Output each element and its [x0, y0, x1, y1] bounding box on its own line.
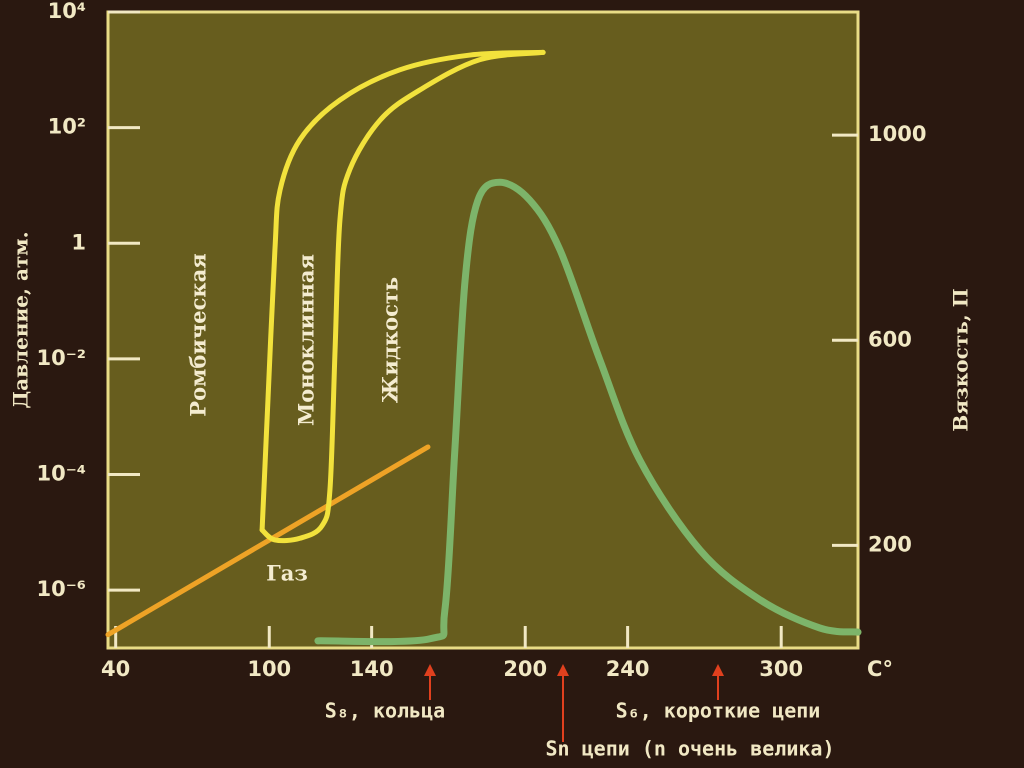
y-tick-label: 10⁻⁶ — [36, 577, 86, 601]
annotation: S₆, короткие цепи — [616, 699, 821, 723]
x-unit: C° — [867, 657, 893, 681]
annotation: Sn цепи (n очень велика) — [546, 737, 835, 761]
y-axis-title: Давление, атм. — [9, 231, 33, 408]
y-tick-label: 1 — [71, 230, 86, 254]
x-tick-label: 200 — [503, 657, 547, 681]
y-tick-label: 10⁴ — [48, 0, 86, 23]
x-tick-label: 40 — [101, 657, 130, 681]
region-label: Жидкость — [378, 277, 403, 403]
series-line — [314, 178, 862, 646]
y-tick-label: 10² — [48, 115, 86, 139]
plot-area — [106, 10, 860, 650]
annotation-arrows — [424, 664, 724, 742]
y-tick-label: 10⁻² — [36, 346, 86, 370]
series-line — [259, 49, 546, 544]
x-tick-label: 240 — [606, 657, 650, 681]
x-tick-label: 100 — [247, 657, 291, 681]
y2-tick-label: 200 — [868, 532, 912, 556]
arrow-head — [424, 664, 436, 676]
x-tick-label: 300 — [759, 657, 803, 681]
arrow-head — [712, 664, 724, 676]
y2-tick-label: 600 — [868, 327, 912, 351]
region-label: Моноклинная — [294, 254, 319, 426]
region-label: Газ — [266, 561, 308, 586]
y-tick-label: 10⁻⁴ — [36, 462, 86, 486]
arrow-head — [557, 664, 569, 676]
series-line — [259, 49, 546, 533]
series-line — [105, 444, 431, 638]
annotation: S₈, кольца — [325, 699, 445, 723]
y2-axis-title: Вязкость, П — [949, 288, 973, 431]
y2-tick-label: 1000 — [868, 122, 926, 146]
x-tick-label: 140 — [350, 657, 394, 681]
region-label: Ромбическая — [186, 253, 211, 416]
